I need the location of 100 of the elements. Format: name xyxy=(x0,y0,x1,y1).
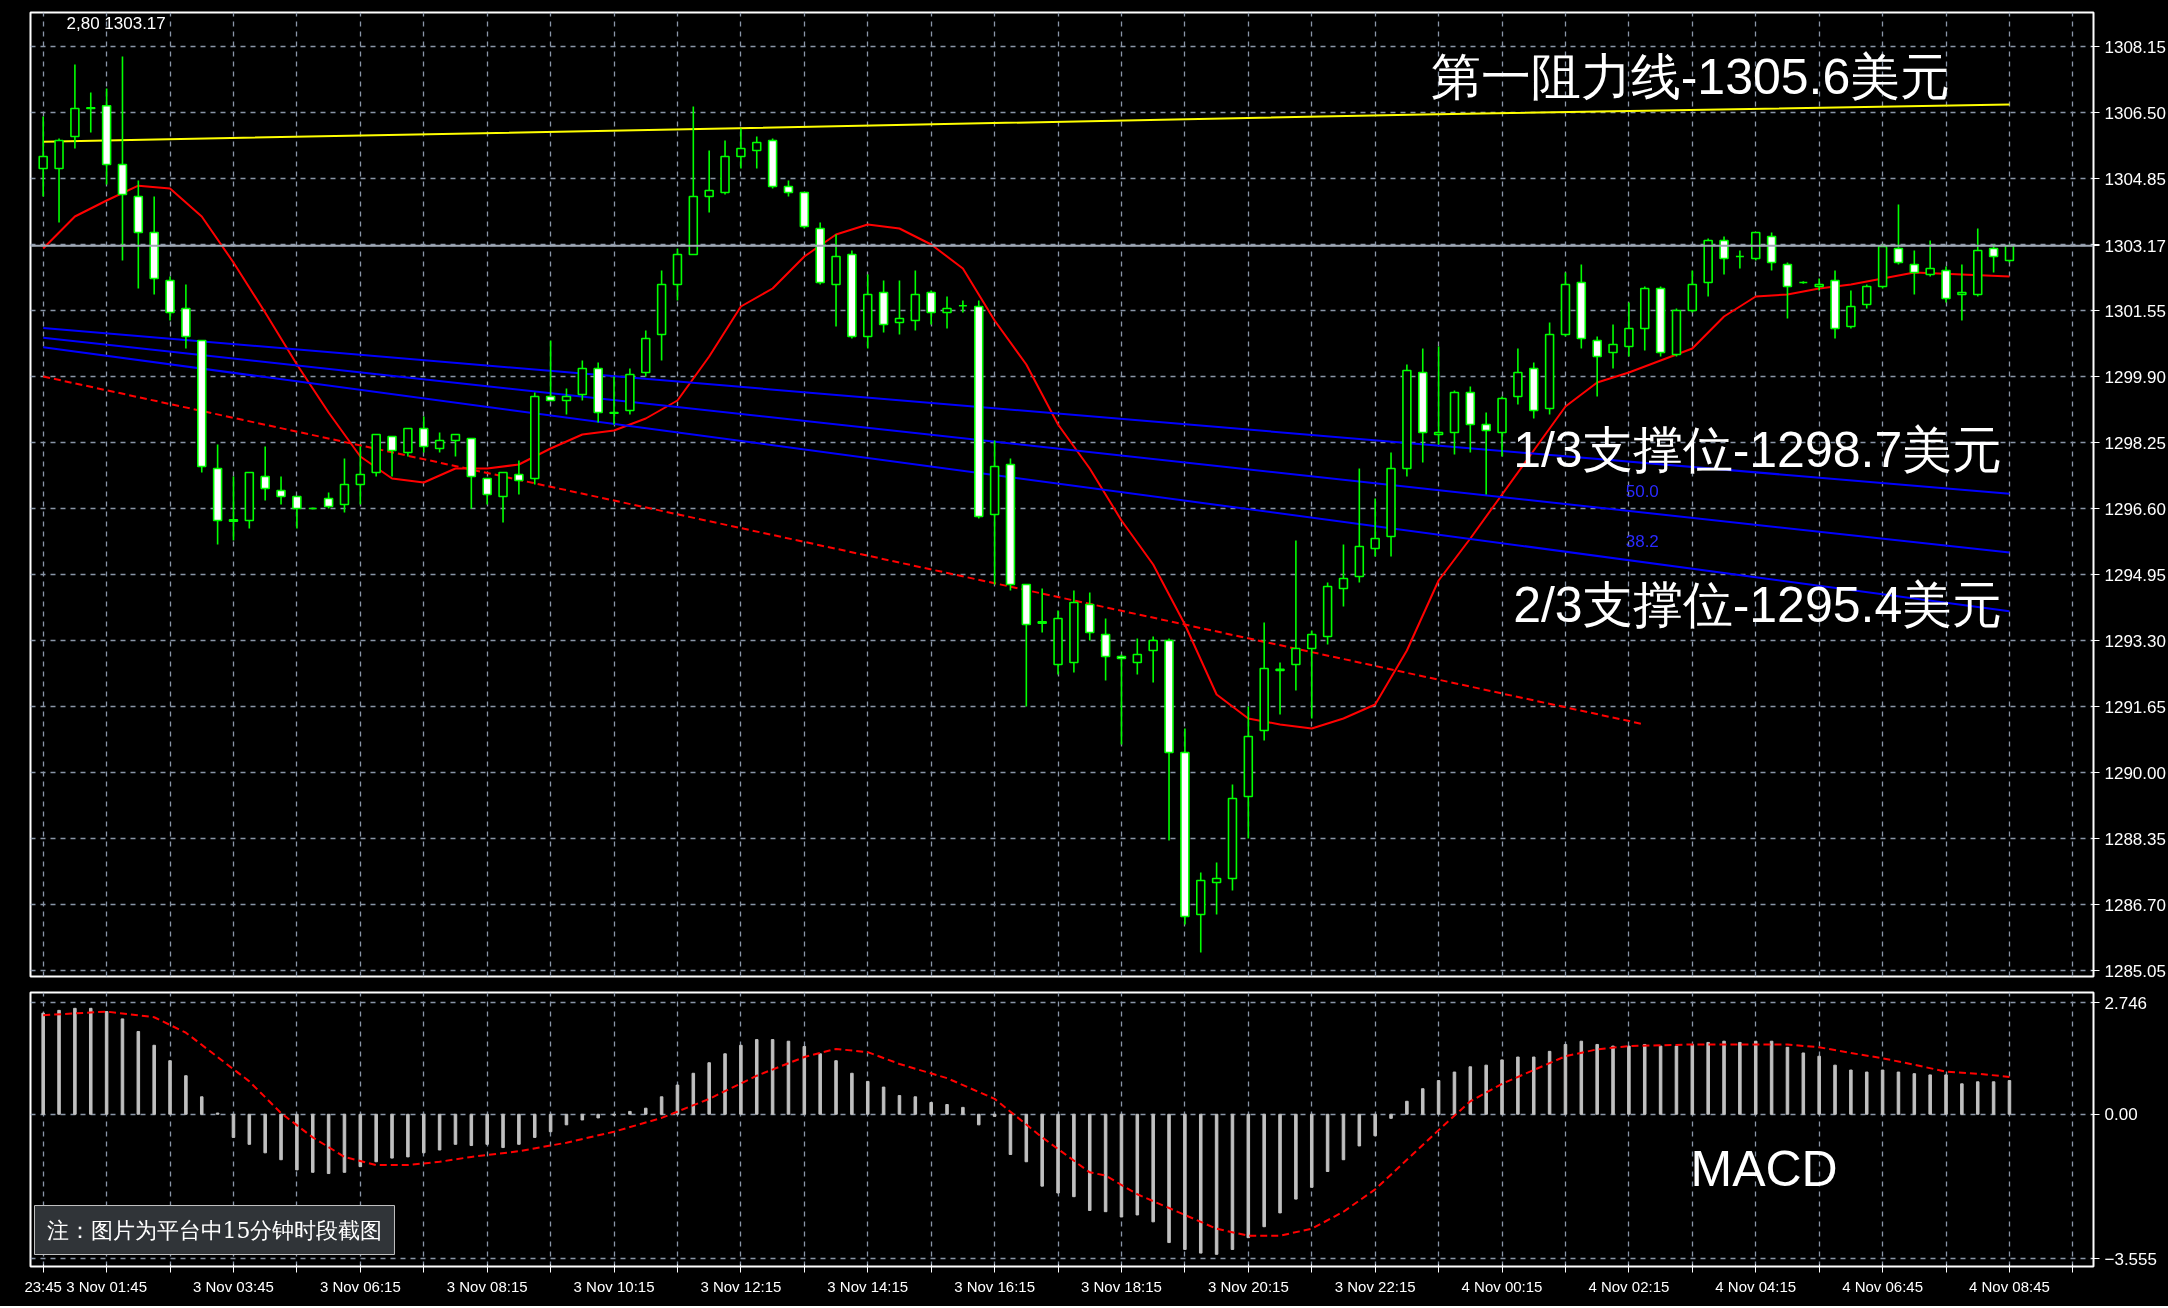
bar xyxy=(1056,1113,1060,1194)
candlestick xyxy=(1037,587,1047,634)
bar xyxy=(596,1113,600,1119)
candlestick xyxy=(1782,261,1793,320)
bar xyxy=(88,1007,93,1115)
bar xyxy=(1040,1113,1044,1187)
candlestick xyxy=(260,445,270,502)
candlestick xyxy=(1148,635,1158,684)
candlestick xyxy=(704,149,714,214)
bar xyxy=(802,1045,807,1115)
x-tick-label: 3 Nov 18:15 xyxy=(1081,1277,1162,1295)
candlestick xyxy=(276,475,286,506)
candlestick xyxy=(498,471,508,524)
bar xyxy=(421,1113,426,1154)
candlestick xyxy=(1957,263,1967,322)
bar xyxy=(992,1113,997,1117)
line-series xyxy=(42,184,2011,730)
annotation: 第一阻力线-1305.6美元 xyxy=(1430,48,1951,105)
bar xyxy=(1627,1045,1631,1115)
candlestick xyxy=(1370,497,1380,558)
bar xyxy=(73,1007,77,1115)
bar xyxy=(1262,1113,1266,1228)
candlestick xyxy=(339,457,350,514)
candlestick xyxy=(228,475,239,542)
bar xyxy=(1309,1113,1314,1188)
bar xyxy=(850,1072,854,1115)
bar xyxy=(1183,1113,1187,1250)
candlestick xyxy=(1624,301,1634,358)
x-tick-label: 23:45 xyxy=(24,1277,62,1295)
bar xyxy=(485,1113,489,1145)
bar xyxy=(1436,1080,1441,1115)
bar xyxy=(1547,1050,1552,1115)
candlestick xyxy=(387,435,397,478)
candlestick xyxy=(482,477,492,506)
bar xyxy=(437,1113,442,1151)
bar xyxy=(1817,1055,1821,1115)
bar xyxy=(1389,1113,1393,1119)
bar xyxy=(1420,1088,1425,1115)
bar xyxy=(469,1113,474,1147)
bar xyxy=(1801,1052,1806,1115)
candlestick xyxy=(1132,637,1143,676)
bar xyxy=(961,1106,965,1115)
y-tick-label: 1290.00 xyxy=(2104,763,2166,783)
bar xyxy=(1864,1071,1869,1115)
y-tick-label: 1294.95 xyxy=(2104,565,2166,585)
candlestick xyxy=(418,415,429,454)
x-tick-label: 4 Nov 00:15 xyxy=(1461,1277,1543,1295)
y-tick-label: 1293.30 xyxy=(2104,631,2166,651)
bar xyxy=(1611,1045,1615,1115)
candlestick xyxy=(355,445,366,506)
y-tick-label: 1286.70 xyxy=(2104,895,2166,915)
bar xyxy=(865,1080,870,1115)
bar xyxy=(1484,1064,1488,1115)
bar xyxy=(1468,1066,1473,1115)
candlestick xyxy=(926,289,936,326)
bar xyxy=(1325,1113,1330,1173)
y-tick-label: 1301.55 xyxy=(2104,301,2166,321)
bar xyxy=(1991,1081,1996,1115)
bar xyxy=(1214,1113,1219,1255)
candlestick xyxy=(1100,617,1111,682)
candlestick xyxy=(292,495,302,530)
candlestick xyxy=(1608,323,1618,370)
bar xyxy=(1357,1113,1362,1147)
bar xyxy=(1373,1113,1377,1137)
y-tick-label: 1308.15 xyxy=(2104,37,2166,57)
bar xyxy=(136,1030,141,1115)
annotation: 注：图片为平台中15分钟时段截图 xyxy=(46,1217,383,1243)
x-tick-label: 4 Nov 06:45 xyxy=(1842,1277,1924,1295)
bar xyxy=(1833,1064,1837,1115)
bar xyxy=(390,1113,394,1159)
x-tick-label: 3 Nov 08:15 xyxy=(446,1277,528,1295)
bar xyxy=(929,1102,933,1115)
bar xyxy=(1151,1113,1155,1223)
bar xyxy=(295,1113,299,1171)
bar xyxy=(1500,1059,1504,1115)
bar xyxy=(532,1113,537,1138)
candlestick xyxy=(1846,289,1856,330)
bar xyxy=(1135,1113,1140,1216)
candlestick xyxy=(1925,239,1935,278)
bar xyxy=(1928,1074,1932,1115)
bar xyxy=(1690,1043,1695,1115)
bar xyxy=(1579,1040,1584,1115)
candlestick xyxy=(1513,347,1523,406)
y-tick-label: 1285.05 xyxy=(2104,961,2166,981)
bar xyxy=(1912,1073,1917,1115)
bar xyxy=(310,1113,315,1173)
annotation: 38.2 xyxy=(1625,531,1659,551)
bar xyxy=(152,1044,156,1115)
x-tick-label: 3 Nov 14:15 xyxy=(827,1277,909,1295)
y-tick-label: 1288.35 xyxy=(2104,829,2166,849)
x-tick-label: 3 Nov 06:15 xyxy=(319,1277,401,1295)
bar xyxy=(1595,1043,1599,1115)
candlestick xyxy=(403,427,413,458)
bar xyxy=(168,1060,172,1115)
candlestick xyxy=(1814,277,1824,292)
annotation: 2,80 1303.17 xyxy=(66,13,166,33)
y-tick-label: 1304.85 xyxy=(2104,169,2166,189)
bar xyxy=(1975,1081,1980,1115)
candlestick xyxy=(1893,203,1904,266)
bar xyxy=(501,1113,505,1149)
